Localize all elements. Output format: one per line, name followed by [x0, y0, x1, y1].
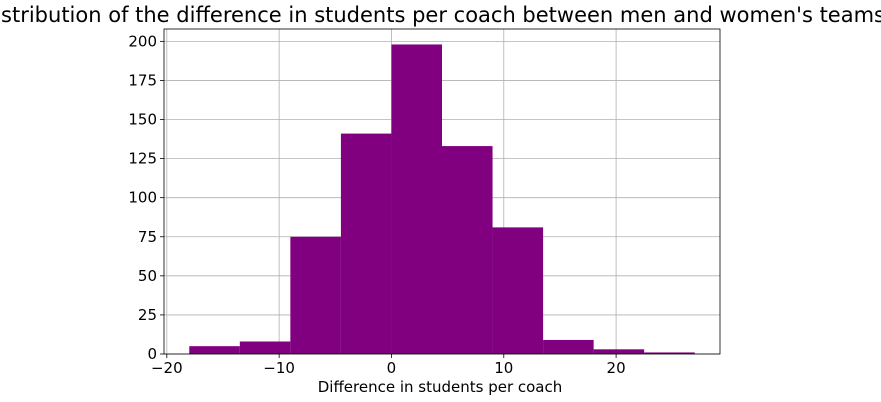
y-tick-label: 175	[128, 71, 157, 89]
histogram-bar	[239, 341, 291, 354]
y-tick-label: 50	[138, 267, 157, 285]
y-tick-label: 150	[128, 111, 157, 129]
y-tick-label: 100	[128, 189, 157, 207]
x-tick-label: −10	[263, 359, 295, 377]
y-tick-label: 125	[128, 150, 157, 168]
y-tick-label: 200	[128, 32, 157, 50]
histogram-bar	[290, 236, 341, 354]
histogram-bar	[340, 133, 392, 354]
x-tick-label: −20	[151, 359, 183, 377]
x-axis-label: Difference in students per coach	[318, 378, 563, 396]
y-tick-label: 0	[147, 345, 157, 363]
histogram-bar	[442, 146, 493, 354]
histogram-bar	[189, 346, 240, 354]
histogram-bar	[492, 227, 544, 354]
chart-title: Distribution of the difference in studen…	[0, 3, 881, 27]
x-tick-label: 10	[494, 359, 513, 377]
histogram-bar	[644, 352, 695, 354]
histogram-bars	[189, 44, 695, 354]
histogram-bar	[391, 44, 442, 354]
plot-frame	[163, 28, 721, 355]
histogram-bar	[593, 349, 645, 354]
x-axis-ticks: −20 −10 0 10 20	[151, 354, 626, 377]
x-tick-label: 0	[387, 359, 397, 377]
y-axis-ticks: 0 25 50 75 100 125 150 175 200	[128, 32, 164, 363]
y-tick-label: 75	[138, 228, 157, 246]
y-tick-label: 25	[138, 306, 157, 324]
x-tick-label: 20	[607, 359, 626, 377]
histogram-bar	[543, 339, 594, 354]
